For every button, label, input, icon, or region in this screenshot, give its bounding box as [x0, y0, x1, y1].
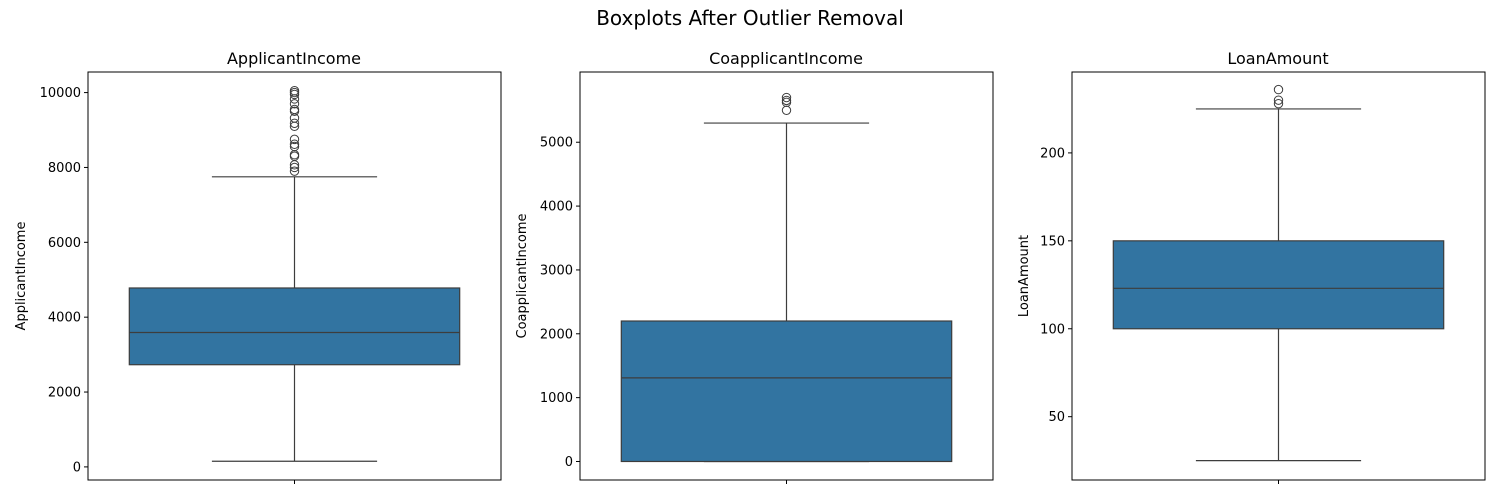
y-tick-label: 200: [1040, 146, 1065, 161]
y-tick-label: 5000: [540, 136, 573, 151]
y-tick-label: 4000: [540, 200, 573, 215]
y-tick-label: 10000: [40, 86, 81, 101]
y-axis-label: CoapplicantIncome: [515, 213, 530, 338]
outlier-point: [1273, 84, 1284, 95]
y-tick-label: 100: [1040, 322, 1065, 337]
y-tick-label: 3000: [540, 263, 573, 278]
y-tick-label: 1000: [540, 391, 573, 406]
outlier-point: [1273, 98, 1284, 109]
outlier-point: [289, 118, 300, 128]
outlier-point: [1273, 95, 1284, 105]
panel-title: LoanAmount: [1227, 49, 1328, 68]
panel-coapplicant-income: CoapplicantIncome CoapplicantIncome 0 100…: [515, 49, 994, 484]
y-tick-label: 0: [565, 455, 573, 470]
outlier-point: [289, 162, 300, 173]
outlier-point: [781, 105, 792, 116]
panel-applicant-income: ApplicantIncome ApplicantIncome 0 2000 400…: [14, 49, 502, 484]
y-axis-label: ApplicantIncome: [14, 222, 29, 331]
y-tick-label: 2000: [540, 327, 573, 342]
outlier-point: [781, 97, 792, 108]
outlier-point: [289, 87, 300, 98]
axes-frame: [87, 71, 502, 481]
iqr-box: [128, 287, 461, 366]
outlier-point: [289, 86, 300, 96]
axes-frame: [579, 71, 994, 481]
figure-title: Boxplots After Outlier Removal: [596, 6, 904, 30]
outlier-point: [289, 139, 300, 149]
outlier-point: [289, 166, 300, 176]
outlier-point: [289, 134, 300, 145]
iqr-box: [620, 320, 953, 463]
panel-title: ApplicantIncome: [227, 49, 361, 68]
axes-frame: [1071, 71, 1486, 481]
y-tick-label: 4000: [48, 311, 81, 326]
outlier-point: [781, 95, 792, 106]
y-tick-label: 8000: [48, 161, 81, 176]
panel-loan-amount: LoanAmount LoanAmount 50 100 150 200: [1017, 49, 1486, 484]
outlier-point: [289, 99, 300, 109]
y-tick-label: 2000: [48, 386, 81, 401]
y-tick-label: 6000: [48, 236, 81, 251]
outlier-point: [289, 104, 300, 115]
outlier-point: [289, 141, 300, 152]
y-tick-label: 50: [1048, 410, 1065, 425]
outlier-point: [781, 92, 792, 103]
iqr-box: [1112, 240, 1445, 330]
y-axis-label: LoanAmount: [1017, 235, 1032, 317]
y-tick-label: 150: [1040, 234, 1065, 249]
panel-title: CoapplicantIncome: [709, 49, 863, 68]
y-tick-label: 0: [73, 460, 81, 475]
